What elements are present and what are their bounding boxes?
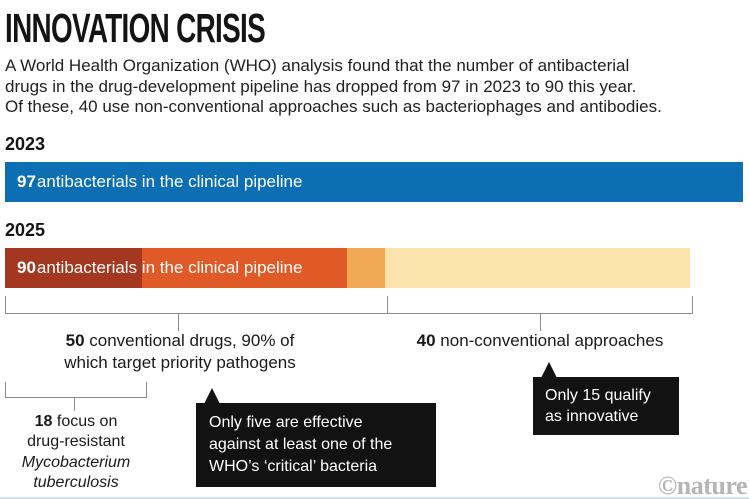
- callout-innovative-line2: as innovative: [545, 408, 639, 425]
- tb-species-genus: Mycobacterium: [21, 453, 131, 471]
- bracket-nonconventional-pointer: [540, 313, 541, 331]
- callout-five-line2: against at least one of the: [209, 436, 393, 453]
- bracket-2025-divider: [387, 296, 388, 313]
- label-tb-line1: 18 focus on: [2, 412, 150, 432]
- bar-segment-conventional-tb-focused: [5, 248, 142, 288]
- label-tb-line3: Mycobacterium: [2, 453, 150, 473]
- label-tb-focus: 18 focus on drug-resistant Mycobacterium…: [2, 412, 150, 493]
- label-nonconventional-line1: 40 non-conventional approaches: [395, 330, 685, 352]
- bar-2023-label: 97 antibacterials in the clinical pipeli…: [17, 162, 302, 202]
- intro-line-2: drugs in the drug-development pipeline h…: [5, 76, 637, 96]
- tb-count: 18: [34, 413, 53, 430]
- callout-innovative-line1: Only 15 qualify: [545, 387, 651, 404]
- tb-species-name: tuberculosis: [33, 473, 119, 491]
- nature-watermark: ©nature: [657, 471, 748, 499]
- bar-2023-value: 97: [17, 172, 36, 191]
- bracket-2025-groups: [5, 296, 693, 314]
- label-conventional-line2: which target priority pathogens: [64, 353, 296, 372]
- bracket-tb-pointer: [74, 397, 75, 411]
- bar-2023: 97 antibacterials in the clinical pipeli…: [5, 162, 743, 202]
- year-label-2023: 2023: [5, 134, 46, 154]
- conventional-text: conventional drugs, 90% of: [84, 331, 295, 350]
- callout-innovative-arrow-icon: [541, 362, 557, 378]
- nonconventional-count: 40: [416, 331, 436, 350]
- intro-paragraph: A World Health Organization (WHO) analys…: [5, 56, 662, 118]
- bar-2025-text: antibacterials in the clinical pipeline: [36, 258, 303, 277]
- nonconventional-text: non-conventional approaches: [435, 331, 664, 350]
- bar-segment-conventional-effective-critical: [347, 248, 386, 288]
- callout-only-15-innovative: Only 15 qualify as innovative: [533, 377, 679, 435]
- bar-2023-segments: [5, 162, 743, 202]
- nature-brand: nature: [676, 471, 748, 499]
- page-title: INNOVATION CRISIS: [5, 5, 266, 51]
- copyright-icon: ©: [657, 471, 677, 499]
- bracket-conventional-pointer: [178, 313, 179, 331]
- label-conventional-line1: 50 conventional drugs, 90% of: [38, 330, 322, 352]
- intro-line-3: Of these, 40 use non-conventional approa…: [5, 97, 662, 116]
- bracket-tb-segment: [5, 382, 147, 398]
- bar-track-2025: 90 antibacterials in the clinical pipeli…: [5, 248, 743, 288]
- callout-five-arrow-icon: [204, 388, 220, 404]
- callout-only-five: Only five are effective against at least…: [196, 403, 436, 487]
- conventional-count: 50: [65, 331, 85, 350]
- bar-segment-clinical-pipeline-2023: [5, 162, 743, 202]
- bar-segment-non-conventional: [385, 248, 690, 288]
- label-nonconventional: 40 non-conventional approaches: [395, 330, 685, 352]
- bar-track-2023: 97 antibacterials in the clinical pipeli…: [5, 162, 743, 202]
- bar-2023-text: antibacterials in the clinical pipeline: [36, 172, 303, 191]
- callout-five-line3: WHO’s ‘critical’ bacteria: [209, 458, 378, 475]
- bar-2025-value: 90: [17, 258, 36, 277]
- bar-2025-label: 90 antibacterials in the clinical pipeli…: [17, 248, 302, 288]
- label-tb-line4: tuberculosis: [2, 473, 150, 493]
- bar-2025-segments: [5, 248, 690, 288]
- year-label-2025: 2025: [5, 220, 46, 240]
- tb-text: focus on: [52, 413, 118, 430]
- bottom-edge-line: [0, 497, 749, 499]
- label-conventional-drugs: 50 conventional drugs, 90% of which targ…: [38, 330, 322, 374]
- callout-five-line1: Only five are effective: [209, 414, 363, 431]
- bar-2025: 90 antibacterials in the clinical pipeli…: [5, 248, 690, 288]
- label-tb-line2: drug-resistant: [27, 433, 125, 451]
- bar-segment-conventional-other: [141, 248, 348, 288]
- intro-line-1: A World Health Organization (WHO) analys…: [5, 56, 630, 75]
